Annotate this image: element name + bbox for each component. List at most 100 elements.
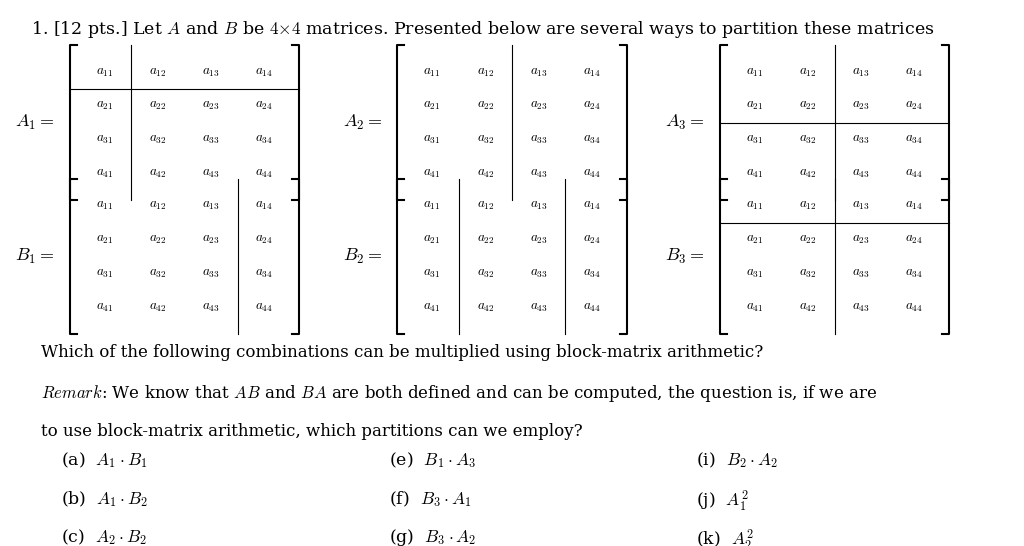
Text: (c)  $A_2 \cdot B_2$: (c) $A_2 \cdot B_2$	[61, 527, 147, 546]
Text: $a_{11}$: $a_{11}$	[423, 199, 441, 212]
Text: $a_{22}$: $a_{22}$	[148, 233, 167, 246]
Text: $a_{21}$: $a_{21}$	[745, 99, 764, 112]
Text: $a_{42}$: $a_{42}$	[148, 167, 167, 180]
Text: $a_{41}$: $a_{41}$	[423, 167, 441, 180]
Text: $a_{24}$: $a_{24}$	[583, 233, 601, 246]
Text: 1. [12 pts.] Let $A$ and $B$ be $4{\times}4$ matrices. Presented below are sever: 1. [12 pts.] Let $A$ and $B$ be $4{\time…	[31, 19, 934, 40]
Text: $a_{23}$: $a_{23}$	[202, 99, 220, 112]
Text: $a_{32}$: $a_{32}$	[799, 133, 817, 146]
Text: $a_{13}$: $a_{13}$	[852, 66, 870, 79]
Text: (k)  $A_2^2$: (k) $A_2^2$	[696, 527, 754, 546]
Text: $a_{31}$: $a_{31}$	[95, 133, 114, 146]
Text: $a_{13}$: $a_{13}$	[529, 199, 548, 212]
Text: $a_{23}$: $a_{23}$	[202, 233, 220, 246]
Text: $a_{21}$: $a_{21}$	[423, 233, 441, 246]
Text: $a_{12}$: $a_{12}$	[799, 66, 817, 79]
Text: $a_{12}$: $a_{12}$	[476, 199, 495, 212]
Text: $a_{44}$: $a_{44}$	[905, 167, 924, 180]
Text: $a_{42}$: $a_{42}$	[148, 301, 167, 314]
Text: $a_{34}$: $a_{34}$	[255, 133, 273, 146]
Text: $a_{11}$: $a_{11}$	[745, 66, 764, 79]
Text: $a_{23}$: $a_{23}$	[852, 233, 870, 246]
Text: $a_{14}$: $a_{14}$	[255, 199, 273, 212]
Text: $B_2 =$: $B_2 =$	[343, 247, 382, 266]
Text: $a_{32}$: $a_{32}$	[148, 133, 167, 146]
Text: $a_{34}$: $a_{34}$	[905, 133, 924, 146]
Text: $a_{31}$: $a_{31}$	[423, 133, 441, 146]
Text: $a_{11}$: $a_{11}$	[745, 199, 764, 212]
Text: $a_{41}$: $a_{41}$	[423, 301, 441, 314]
Text: $a_{11}$: $a_{11}$	[423, 66, 441, 79]
Text: $a_{24}$: $a_{24}$	[905, 233, 924, 246]
Text: $a_{11}$: $a_{11}$	[95, 199, 114, 212]
Text: $a_{24}$: $a_{24}$	[255, 99, 273, 112]
Text: $a_{43}$: $a_{43}$	[852, 301, 870, 314]
Text: $a_{21}$: $a_{21}$	[745, 233, 764, 246]
Text: $a_{23}$: $a_{23}$	[529, 233, 548, 246]
Text: $a_{22}$: $a_{22}$	[476, 99, 495, 112]
Text: $a_{23}$: $a_{23}$	[529, 99, 548, 112]
Text: $a_{21}$: $a_{21}$	[95, 233, 114, 246]
Text: $a_{22}$: $a_{22}$	[799, 99, 817, 112]
Text: $a_{13}$: $a_{13}$	[852, 199, 870, 212]
Text: $a_{14}$: $a_{14}$	[583, 66, 601, 79]
Text: $a_{44}$: $a_{44}$	[583, 167, 601, 180]
Text: $a_{33}$: $a_{33}$	[852, 133, 870, 146]
Text: $a_{32}$: $a_{32}$	[476, 267, 495, 280]
Text: $A_2 =$: $A_2 =$	[343, 114, 382, 132]
Text: $a_{12}$: $a_{12}$	[476, 66, 495, 79]
Text: $a_{21}$: $a_{21}$	[423, 99, 441, 112]
Text: $a_{43}$: $a_{43}$	[852, 167, 870, 180]
Text: $a_{23}$: $a_{23}$	[852, 99, 870, 112]
Text: $a_{22}$: $a_{22}$	[799, 233, 817, 246]
Text: $a_{31}$: $a_{31}$	[423, 267, 441, 280]
Text: $a_{33}$: $a_{33}$	[202, 133, 220, 146]
Text: $a_{34}$: $a_{34}$	[905, 267, 924, 280]
Text: $B_1 =$: $B_1 =$	[15, 247, 54, 266]
Text: $a_{44}$: $a_{44}$	[255, 301, 273, 314]
Text: $Remark$: We know that $AB$ and $BA$ are both defined and can be computed, the q: $Remark$: We know that $AB$ and $BA$ are…	[41, 383, 877, 404]
Text: $a_{43}$: $a_{43}$	[529, 167, 548, 180]
Text: $a_{14}$: $a_{14}$	[905, 66, 924, 79]
Text: $a_{34}$: $a_{34}$	[255, 267, 273, 280]
Text: $a_{41}$: $a_{41}$	[95, 301, 114, 314]
Text: $a_{44}$: $a_{44}$	[583, 301, 601, 314]
Text: $a_{11}$: $a_{11}$	[95, 66, 114, 79]
Text: to use block-matrix arithmetic, which partitions can we employ?: to use block-matrix arithmetic, which pa…	[41, 423, 583, 440]
Text: $a_{14}$: $a_{14}$	[255, 66, 273, 79]
Text: (b)  $A_1 \cdot B_2$: (b) $A_1 \cdot B_2$	[61, 489, 148, 508]
Text: $a_{22}$: $a_{22}$	[148, 99, 167, 112]
Text: $a_{42}$: $a_{42}$	[476, 167, 495, 180]
Text: (e)  $B_1 \cdot A_3$: (e) $B_1 \cdot A_3$	[389, 450, 476, 470]
Text: $a_{24}$: $a_{24}$	[583, 99, 601, 112]
Text: $a_{34}$: $a_{34}$	[583, 133, 601, 146]
Text: (a)  $A_1 \cdot B_1$: (a) $A_1 \cdot B_1$	[61, 450, 147, 470]
Text: $a_{24}$: $a_{24}$	[255, 233, 273, 246]
Text: $a_{41}$: $a_{41}$	[745, 301, 764, 314]
Text: $a_{41}$: $a_{41}$	[745, 167, 764, 180]
Text: $a_{13}$: $a_{13}$	[529, 66, 548, 79]
Text: (g)  $B_3 \cdot A_2$: (g) $B_3 \cdot A_2$	[389, 527, 476, 546]
Text: $a_{33}$: $a_{33}$	[529, 267, 548, 280]
Text: $a_{44}$: $a_{44}$	[905, 301, 924, 314]
Text: $a_{14}$: $a_{14}$	[583, 199, 601, 212]
Text: $a_{12}$: $a_{12}$	[799, 199, 817, 212]
Text: $a_{21}$: $a_{21}$	[95, 99, 114, 112]
Text: $a_{12}$: $a_{12}$	[148, 66, 167, 79]
Text: $a_{14}$: $a_{14}$	[905, 199, 924, 212]
Text: $a_{34}$: $a_{34}$	[583, 267, 601, 280]
Text: $a_{22}$: $a_{22}$	[476, 233, 495, 246]
Text: $a_{43}$: $a_{43}$	[202, 301, 220, 314]
Text: $a_{42}$: $a_{42}$	[476, 301, 495, 314]
Text: $A_1 =$: $A_1 =$	[15, 114, 54, 132]
Text: $A_3 =$: $A_3 =$	[666, 114, 705, 132]
Text: $a_{13}$: $a_{13}$	[202, 199, 220, 212]
Text: (i)  $B_2 \cdot A_2$: (i) $B_2 \cdot A_2$	[696, 450, 778, 470]
Text: $a_{13}$: $a_{13}$	[202, 66, 220, 79]
Text: $a_{41}$: $a_{41}$	[95, 167, 114, 180]
Text: $a_{42}$: $a_{42}$	[799, 301, 817, 314]
Text: $a_{43}$: $a_{43}$	[202, 167, 220, 180]
Text: $a_{12}$: $a_{12}$	[148, 199, 167, 212]
Text: $a_{24}$: $a_{24}$	[905, 99, 924, 112]
Text: $a_{42}$: $a_{42}$	[799, 167, 817, 180]
